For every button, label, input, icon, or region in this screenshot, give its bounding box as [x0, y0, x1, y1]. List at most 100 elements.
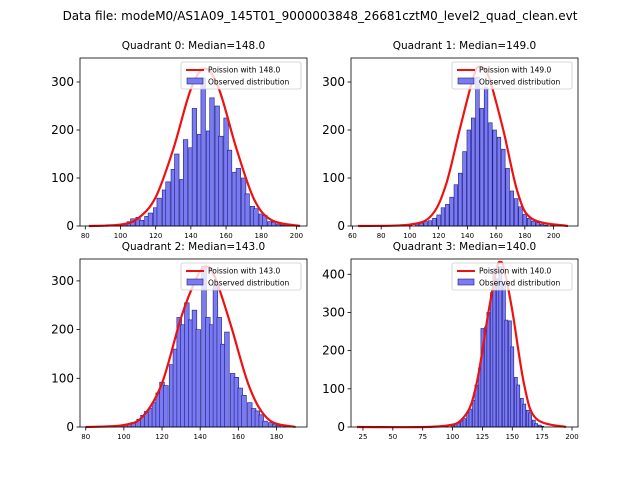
y-tick-label: 0 — [337, 420, 345, 434]
quadrant-0-bar — [165, 181, 171, 227]
quadrant-0-bar — [218, 135, 224, 227]
x-tick-label: 120 — [155, 433, 168, 441]
quadrant-3-bar — [486, 312, 491, 428]
legend-box — [180, 262, 302, 291]
quadrant-2-bar — [195, 329, 201, 428]
x-tick-label: 60 — [348, 232, 357, 240]
x-tick-label: 125 — [476, 433, 489, 441]
quadrant-1-panel: Quadrant 1: Median=149.0 0 100 200 300 60 80 10… — [322, 40, 579, 240]
x-tick-label: 140 — [193, 433, 206, 441]
quadrant-2-panel: Quadrant 2: Median=143.0 0 100 200 300 80 100 1… — [51, 241, 308, 441]
quadrant-3-title: Quadrant 3: Median=140.0 — [393, 241, 536, 253]
legend-bar-swatch — [457, 77, 475, 85]
x-tick-label: 100 — [403, 232, 416, 240]
x-tick-label: 150 — [506, 433, 519, 441]
quadrant-0-bar — [253, 208, 259, 227]
y-tick-label: 100 — [51, 371, 74, 385]
quadrant-1-axes-frame — [350, 57, 579, 227]
y-tick-label: 300 — [322, 305, 345, 319]
y-tick-label: 300 — [51, 274, 74, 288]
x-tick-label: 140 — [461, 232, 474, 240]
quadrant-1-bar — [432, 218, 437, 227]
quadrant-1-bar — [522, 214, 527, 227]
x-tick-label: 200 — [565, 433, 578, 441]
quadrant-0-bar — [147, 212, 153, 227]
quadrant-1-bar — [458, 172, 463, 227]
legend-box — [451, 262, 573, 291]
quadrant-1-bar — [488, 122, 493, 227]
quadrant-0-bar — [244, 193, 250, 227]
quadrant-1-bar — [475, 76, 480, 227]
legend-label-observed: Observed distribution — [208, 279, 289, 288]
x-tick-label: 160 — [219, 232, 232, 240]
quadrant-2-title: Quadrant 2: Median=143.0 — [122, 241, 265, 253]
legend-label-observed: Observed distribution — [208, 78, 289, 87]
x-tick-label: 100 — [114, 232, 127, 240]
quadrant-0-bar — [235, 168, 241, 227]
x-tick-label: 80 — [81, 232, 90, 240]
x-tick-label: 180 — [270, 433, 283, 441]
legend-bar-swatch — [457, 278, 475, 286]
quadrant-0-panel: Quadrant 0: Median=148.0 0 100 200 300 80 100 1… — [51, 40, 308, 240]
y-tick-label: 100 — [322, 171, 345, 185]
quadrant-0-bar — [174, 153, 180, 227]
y-tick-label: 300 — [322, 75, 345, 89]
quadrant-0-title: Quadrant 0: Median=148.0 — [122, 40, 265, 52]
legend-box — [180, 61, 302, 90]
quadrant-1-bar — [462, 151, 467, 227]
x-tick-label: 50 — [388, 433, 397, 441]
x-tick-label: 80 — [377, 232, 386, 240]
quadrant-3-bar — [492, 268, 497, 428]
quadrant-2-bar — [163, 385, 169, 428]
y-tick-label: 200 — [51, 323, 74, 337]
x-tick-label: 160 — [489, 232, 502, 240]
quadrant-1-bar — [496, 136, 502, 227]
y-tick-label: 200 — [322, 123, 345, 137]
quadrant-1-bar — [505, 168, 510, 227]
quadrant-3-axes-frame — [350, 258, 579, 428]
x-tick-label: 120 — [432, 232, 445, 240]
quadrant-3-bar — [522, 403, 527, 428]
quadrant-1-bar — [449, 196, 454, 227]
quadrant-0-legend: Poission with 148.0 Observed distribution — [180, 61, 302, 90]
quadrant-2-legend: Poission with 143.0 Observed distribution — [180, 262, 302, 291]
quadrant-1-bar — [466, 129, 471, 227]
quadrant-3-bar — [510, 346, 515, 428]
y-tick-label: 400 — [322, 267, 345, 281]
quadrant-1-legend: Poission with 149.0 Observed distribution — [451, 61, 573, 90]
x-tick-label: 75 — [418, 433, 427, 441]
quadrant-1-bar — [440, 207, 446, 227]
quadrant-0-bar — [227, 149, 233, 227]
quadrant-3-bar — [498, 266, 503, 428]
y-tick-label: 0 — [66, 420, 74, 434]
x-tick-label: 100 — [446, 433, 459, 441]
x-tick-label: 80 — [81, 433, 90, 441]
legend-label-poisson: Poission with 140.0 — [479, 267, 552, 276]
quadrant-0-bar — [209, 97, 215, 227]
x-tick-label: 180 — [255, 232, 268, 240]
quadrant-3-legend: Poission with 140.0 Observed distribution — [451, 262, 573, 291]
quadrant-1-bar — [483, 87, 489, 227]
quadrant-1-bar — [470, 117, 476, 227]
quadrant-0-bar — [200, 77, 206, 227]
quadrant-0-bar — [183, 139, 189, 227]
quadrant-0-axes-frame — [79, 57, 308, 227]
quadrant-2-bar — [224, 331, 230, 428]
figure-suptitle: Data file: modeM0/AS1A09_145T01_90000038… — [63, 9, 578, 23]
y-tick-label: 0 — [337, 219, 345, 233]
y-tick-label: 200 — [322, 344, 345, 358]
quadrant-2-axes-frame — [79, 258, 308, 428]
quadrant-1-bar — [535, 222, 540, 227]
quadrant-2-bar — [241, 395, 247, 428]
legend-label-poisson: Poission with 148.0 — [208, 66, 281, 75]
quadrant-1-bar — [453, 184, 459, 227]
legend-label-observed: Observed distribution — [479, 78, 560, 87]
quadrant-1-title: Quadrant 1: Median=149.0 — [393, 40, 536, 52]
x-tick-label: 100 — [117, 433, 130, 441]
quadrant-3-bar — [504, 319, 509, 428]
x-tick-label: 160 — [232, 433, 245, 441]
y-tick-label: 200 — [51, 123, 74, 137]
quadrant-1-bar — [427, 220, 433, 227]
quadrant-3-panel: Quadrant 3: Median=140.0 0 100 200 300 400 25 5… — [322, 241, 579, 441]
quadrant-3-bar — [528, 412, 533, 428]
